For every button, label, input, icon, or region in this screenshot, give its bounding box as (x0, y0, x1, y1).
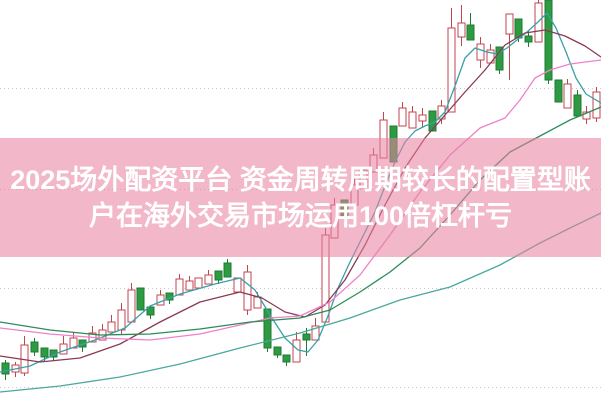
headline-overlay: 2025场外配资平台 资金周转周期较长的配置型账 户在海外交易市场运用100倍杠… (0, 138, 601, 257)
headline-line1: 2025场外配资平台 资金周转周期较长的配置型账 (10, 164, 591, 195)
headline-line2: 户在海外交易市场运用100倍杠杆亏 (88, 200, 513, 231)
